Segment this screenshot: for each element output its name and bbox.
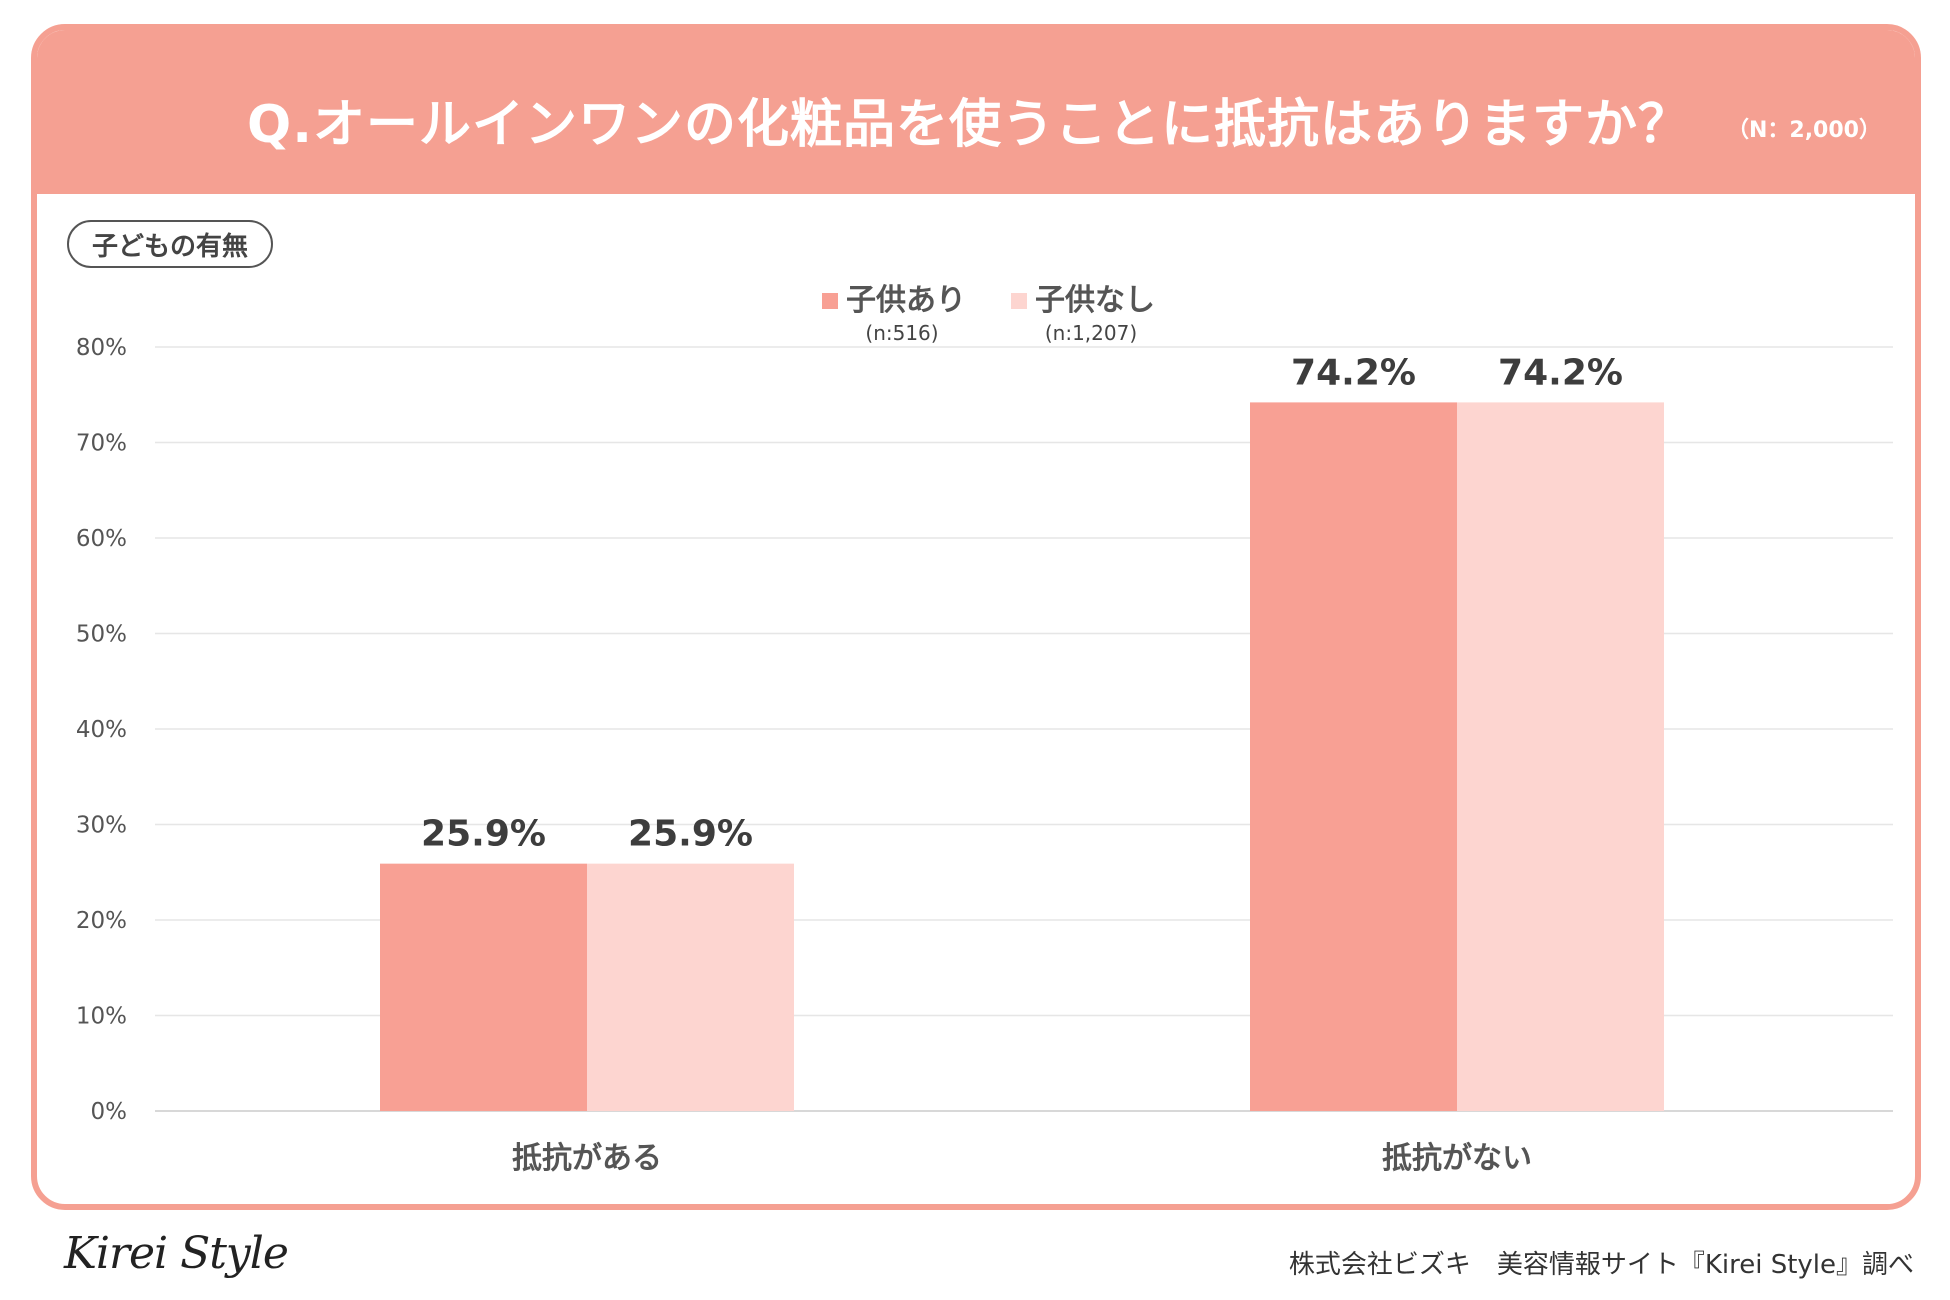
y-tick-label: 70% — [76, 431, 127, 457]
y-tick-label: 80% — [76, 335, 127, 361]
y-tick-label: 20% — [76, 908, 127, 934]
bar-without-children — [587, 863, 794, 1111]
y-tick-label: 30% — [76, 813, 127, 839]
bar-without-children — [1457, 402, 1664, 1111]
data-label: 25.9% — [421, 814, 546, 855]
title-banner: Q.オールインワンの化粧品を使うことに抵抗はありますか？ （N：2,000） — [37, 30, 1915, 194]
bar-with-children — [380, 863, 587, 1111]
segment-badge: 子どもの有無 — [67, 220, 273, 268]
sample-size-note: （N：2,000） — [1726, 118, 1881, 143]
kirei-style-logo: Kirei Style — [64, 1228, 289, 1279]
legend-label: 子供なし — [1035, 283, 1155, 318]
x-category-label: 抵抗がある — [512, 1141, 662, 1176]
legend-swatch — [822, 293, 838, 309]
data-label: 25.9% — [628, 814, 753, 855]
legend-sample-note: (n:516) — [865, 321, 938, 345]
y-tick-label: 0% — [91, 1099, 128, 1125]
y-tick-label: 10% — [76, 1004, 127, 1030]
y-tick-label: 60% — [76, 526, 127, 552]
source-credit: 株式会社ビズキ 美容情報サイト『Kirei Style』調べ — [1288, 1250, 1914, 1280]
legend-label: 子供あり — [846, 283, 966, 318]
x-category-label: 抵抗がない — [1382, 1141, 1532, 1176]
data-label: 74.2% — [1291, 352, 1416, 393]
bar-with-children — [1250, 402, 1457, 1111]
data-label: 74.2% — [1498, 352, 1623, 393]
legend-swatch — [1011, 293, 1027, 309]
chart-title: Q.オールインワンの化粧品を使うことに抵抗はありますか？ — [247, 95, 1691, 155]
y-tick-label: 40% — [76, 717, 127, 743]
y-tick-label: 50% — [76, 622, 127, 648]
legend-sample-note: (n:1,207) — [1045, 321, 1137, 345]
